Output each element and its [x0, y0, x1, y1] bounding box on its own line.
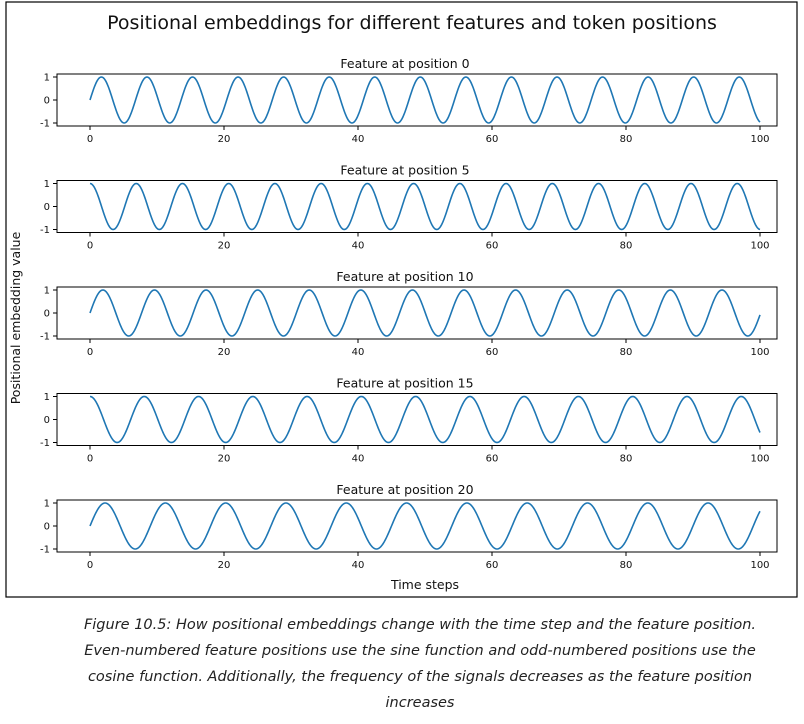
y-tick-label: 0 [44, 309, 50, 320]
x-tick-label: 40 [352, 454, 365, 465]
x-tick-label: 100 [750, 241, 769, 252]
y-tick-label: 1 [44, 179, 50, 190]
x-tick-label: 40 [352, 347, 365, 358]
caption-line: increases [385, 695, 455, 711]
x-tick-label: 100 [750, 560, 769, 571]
x-tick-label: 0 [87, 134, 93, 145]
subplot-title: Feature at position 0 [340, 56, 469, 71]
x-tick-label: 80 [620, 560, 633, 571]
x-tick-label: 60 [486, 134, 499, 145]
x-tick-label: 60 [486, 241, 499, 252]
x-tick-label: 80 [620, 347, 633, 358]
y-tick-label: 1 [44, 286, 50, 297]
subplot-title: Feature at position 10 [336, 269, 473, 284]
x-tick-label: 100 [750, 347, 769, 358]
x-tick-label: 100 [750, 134, 769, 145]
x-tick-label: 40 [352, 134, 365, 145]
series-line [89, 502, 761, 550]
x-tick-label: 0 [87, 560, 93, 571]
y-tick-label: 0 [44, 96, 50, 107]
figure: Positional embeddings for different feat… [5, 1, 798, 598]
y-tick-label: 0 [44, 415, 50, 426]
series-line [89, 76, 761, 124]
figure-border [5, 1, 798, 598]
y-tick-label: 1 [44, 392, 50, 403]
x-tick-label: 0 [87, 454, 93, 465]
y-tick-label: -1 [40, 545, 50, 556]
subplot-title: Feature at position 15 [336, 376, 473, 391]
x-tick-label: 100 [750, 454, 769, 465]
y-axis-label: Positional embedding value [8, 231, 23, 404]
caption-line: Even-numbered feature positions use the … [84, 643, 756, 659]
x-tick-label: 20 [218, 241, 231, 252]
x-tick-label: 80 [620, 134, 633, 145]
y-tick-label: 1 [44, 499, 50, 510]
x-tick-label: 0 [87, 347, 93, 358]
x-tick-label: 40 [352, 560, 365, 571]
x-tick-label: 20 [218, 347, 231, 358]
x-tick-label: 20 [218, 134, 231, 145]
x-tick-label: 20 [218, 454, 231, 465]
x-axis-label: Time steps [390, 577, 459, 592]
caption-line: cosine function. Additionally, the frequ… [87, 669, 753, 685]
x-tick-label: 80 [620, 241, 633, 252]
y-tick-label: 0 [44, 202, 50, 213]
x-tick-label: 40 [352, 241, 365, 252]
series-line [89, 395, 761, 444]
subplot-title: Feature at position 20 [336, 482, 473, 497]
series-line [89, 182, 761, 231]
y-tick-label: -1 [40, 225, 50, 236]
subplot-title: Feature at position 5 [340, 163, 469, 178]
y-tick-label: -1 [40, 119, 50, 130]
x-tick-label: 60 [486, 347, 499, 358]
y-tick-label: 1 [44, 73, 50, 84]
y-tick-label: -1 [40, 438, 50, 449]
x-tick-label: 20 [218, 560, 231, 571]
x-tick-label: 60 [486, 560, 499, 571]
series-line [89, 289, 761, 337]
x-tick-label: 0 [87, 241, 93, 252]
chart-title: Positional embeddings for different feat… [107, 12, 717, 34]
y-tick-label: -1 [40, 332, 50, 343]
x-tick-label: 60 [486, 454, 499, 465]
x-tick-label: 80 [620, 454, 633, 465]
y-tick-label: 0 [44, 522, 50, 533]
caption-line: Figure 10.5: How positional embeddings c… [83, 617, 757, 633]
figure-caption: Figure 10.5: How positional embeddings c… [40, 612, 800, 716]
